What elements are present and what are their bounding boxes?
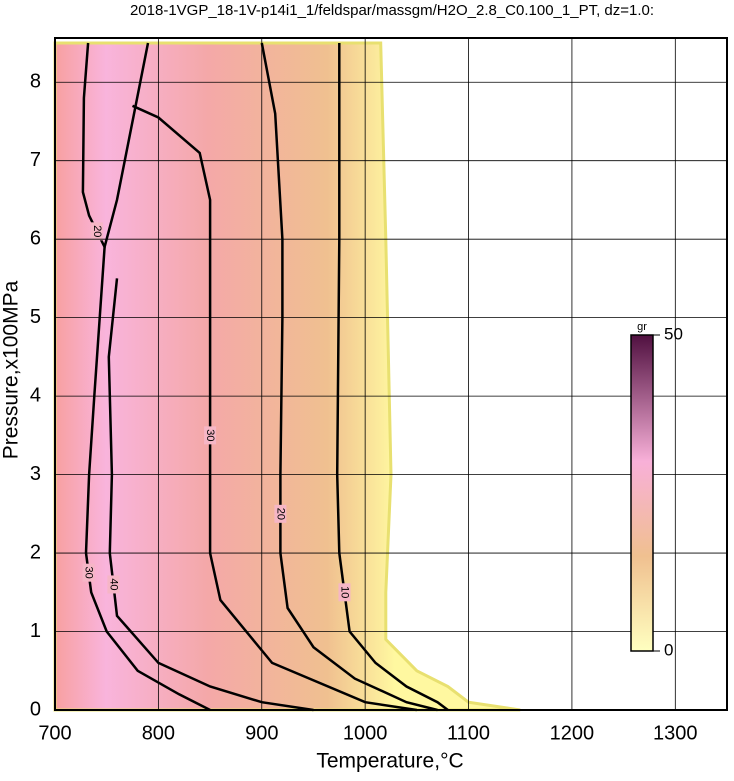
x-tick-label: 1100 [447,722,490,744]
contour-label-bg [90,222,103,241]
plot-frame [54,37,728,711]
x-tick-label: 1300 [653,722,698,744]
contour-line [84,246,211,712]
contour-label-bg [107,575,120,594]
x-tick-label: 1200 [550,722,595,744]
chart-title: 2018-1VGP_18-1V-p14i1_1/feldspar/massgm/… [130,2,654,19]
y-tick-label: 7 [30,149,41,171]
contour-label: 20 [274,508,286,520]
y-tick-label: 1 [30,620,41,642]
y-tick-label: 0 [30,698,41,720]
colorbar-tick-label: 50 [664,324,683,343]
colorbar-tick-label: 0 [664,640,673,659]
contour-label: 30 [83,567,95,579]
y-tick-label: 3 [30,463,41,485]
y-tick-label: 8 [30,71,41,93]
contour-label-bg [82,563,95,582]
x-axis-label: Temperature,°C [316,750,463,773]
contour-label: 30 [204,429,216,441]
x-tick-label: 700 [38,722,71,744]
contour-label-bg [338,583,351,602]
y-tick-label: 2 [30,541,41,563]
colorbar [630,334,654,652]
contour-label: 20 [91,225,103,237]
contour-label: 10 [339,586,351,598]
contour-label: 40 [108,578,120,590]
y-axis-label: Pressure,x100MPa [0,280,23,459]
y-tick-label: 5 [30,306,41,328]
contour-label-bg [204,426,217,445]
x-tick-label: 900 [245,722,278,744]
x-tick-label: 1000 [343,722,388,744]
colorbar-label: gr [637,321,647,333]
x-tick-label: 800 [142,722,175,744]
y-tick-label: 6 [30,227,41,249]
y-tick-label: 4 [30,384,41,406]
contour-label-bg [274,504,287,523]
